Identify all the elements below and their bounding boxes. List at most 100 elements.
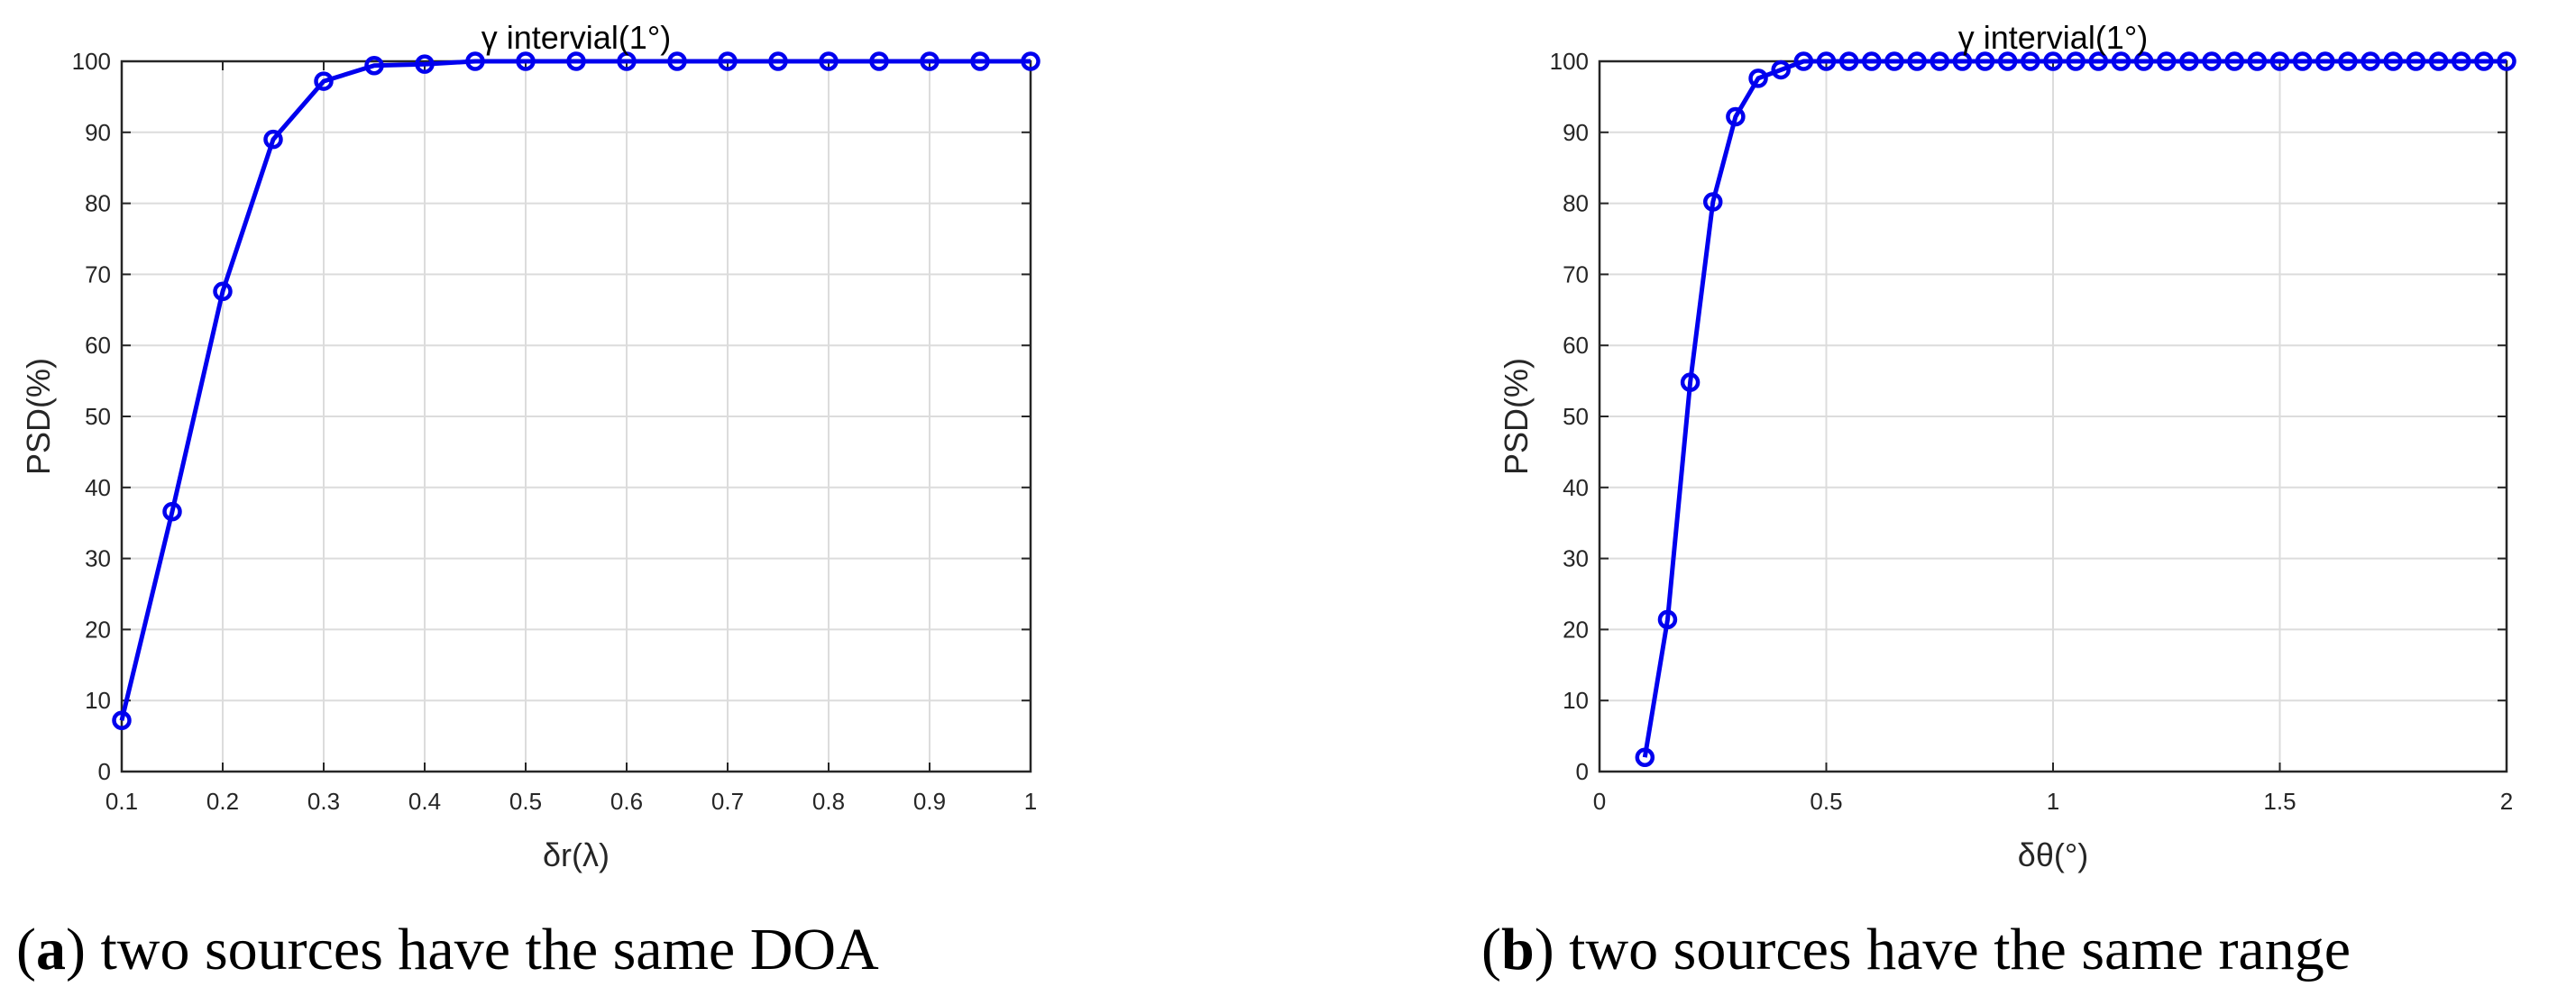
data-point [112, 710, 132, 731]
x-tick-label: 0.2 [206, 788, 239, 815]
y-tick-label: 0 [1576, 758, 1589, 785]
y-tick-label: 10 [85, 687, 111, 714]
x-tick-label: 1 [2047, 788, 2059, 815]
data-point [1703, 192, 1723, 212]
x-tick-label: 0.3 [307, 788, 340, 815]
x-tick-label: 0.9 [913, 788, 946, 815]
data-point [2157, 51, 2177, 71]
data-point [465, 51, 485, 71]
panel-a: 0.1 0.2 0.3 0.4 0.5 0.6 0.7 0.8 0.9 1010203040506… [16, 19, 1040, 982]
data-point [314, 71, 334, 91]
caption-text: ) two sources have the same DOA [66, 917, 879, 982]
data-point [2133, 51, 2154, 71]
y-tick-label: 20 [85, 616, 111, 643]
caption-text: ) two sources have the same range [1535, 917, 2351, 982]
y-tick-label: 60 [85, 332, 111, 359]
data-point [1997, 51, 2018, 71]
data-point [2338, 51, 2358, 71]
y-tick-label: 60 [1563, 332, 1589, 359]
data-point [2315, 51, 2335, 71]
x-tick-label: 0.5 [1810, 788, 1842, 815]
data-point [819, 51, 839, 71]
y-tick-label: 30 [1563, 545, 1589, 572]
y-tick-label: 40 [85, 474, 111, 501]
data-point [2202, 51, 2222, 71]
y-tick-label: 50 [1563, 403, 1589, 430]
data-point [617, 51, 637, 71]
data-point [516, 51, 536, 71]
data-point [1930, 51, 1949, 71]
y-tick-label: 0 [98, 758, 111, 785]
data-point [1907, 51, 1927, 71]
data-point [869, 51, 889, 71]
panel-caption: (a) two sources have the same DOA [16, 917, 879, 982]
y-tick-label: 20 [1563, 616, 1589, 643]
data-point [718, 51, 738, 71]
data-point [2428, 51, 2449, 71]
data-point [1635, 747, 1655, 767]
data-point [213, 281, 233, 302]
data-point [2406, 51, 2426, 71]
data-point [2179, 51, 2199, 71]
data-point [1726, 106, 1746, 127]
caption-letter: a [36, 917, 66, 982]
x-tick-label: 0.8 [812, 788, 845, 815]
y-tick-label: 80 [1563, 190, 1589, 217]
data-point [263, 129, 283, 150]
x-tick-label: 0.4 [408, 788, 441, 815]
data-point [970, 51, 990, 71]
data-point [1657, 609, 1678, 630]
x-tick-label: 0 [1593, 788, 1606, 815]
x-tick-label: 1.5 [2263, 788, 2296, 815]
data-point [1884, 51, 1904, 71]
x-axis-label: δr(λ) [543, 836, 610, 873]
panel-caption: (b) two sources have the same range [1481, 917, 2351, 982]
data-point [364, 55, 384, 76]
data-point [2088, 51, 2109, 71]
data-point [2066, 51, 2086, 71]
data-point [1680, 372, 1701, 392]
data-point [566, 51, 586, 71]
y-tick-label: 90 [85, 119, 111, 146]
y-tick-label: 90 [1563, 119, 1589, 146]
y-axis-label: PSD(%) [20, 358, 57, 475]
y-tick-label: 70 [1563, 260, 1589, 288]
data-point [1816, 51, 1837, 71]
data-point [2224, 51, 2244, 71]
data-point [1952, 51, 1973, 71]
y-tick-label: 100 [1550, 48, 1589, 75]
data-point [2111, 51, 2131, 71]
data-point [2021, 51, 2040, 71]
caption-paren-open: ( [16, 917, 36, 982]
data-point [2269, 51, 2290, 71]
y-axis-label: PSD(%) [1498, 358, 1535, 475]
y-tick-label: 40 [1563, 474, 1589, 501]
x-tick-label: 0.5 [509, 788, 542, 815]
data-point [768, 51, 788, 71]
caption-paren-open: ( [1481, 917, 1501, 982]
y-tick-label: 80 [85, 190, 111, 217]
y-tick-label: 50 [85, 403, 111, 430]
data-point [1793, 51, 1814, 71]
x-tick-label: 1 [1024, 788, 1037, 815]
x-tick-label: 0.6 [610, 788, 643, 815]
y-tick-label: 10 [1563, 687, 1589, 714]
data-point [667, 51, 687, 71]
data-point [2043, 51, 2063, 71]
data-point [2451, 51, 2471, 71]
x-tick-label: 2 [2500, 788, 2513, 815]
data-point [2247, 51, 2268, 71]
data-point [2292, 51, 2313, 71]
data-point [2383, 51, 2403, 71]
data-point [415, 54, 435, 74]
y-tick-label: 30 [85, 545, 111, 572]
data-point [162, 501, 182, 522]
y-tick-label: 100 [72, 48, 111, 75]
data-point [1021, 51, 1040, 71]
data-point [2361, 51, 2380, 71]
data-point [920, 51, 940, 71]
data-point [1862, 51, 1882, 71]
series-line [119, 59, 1031, 721]
